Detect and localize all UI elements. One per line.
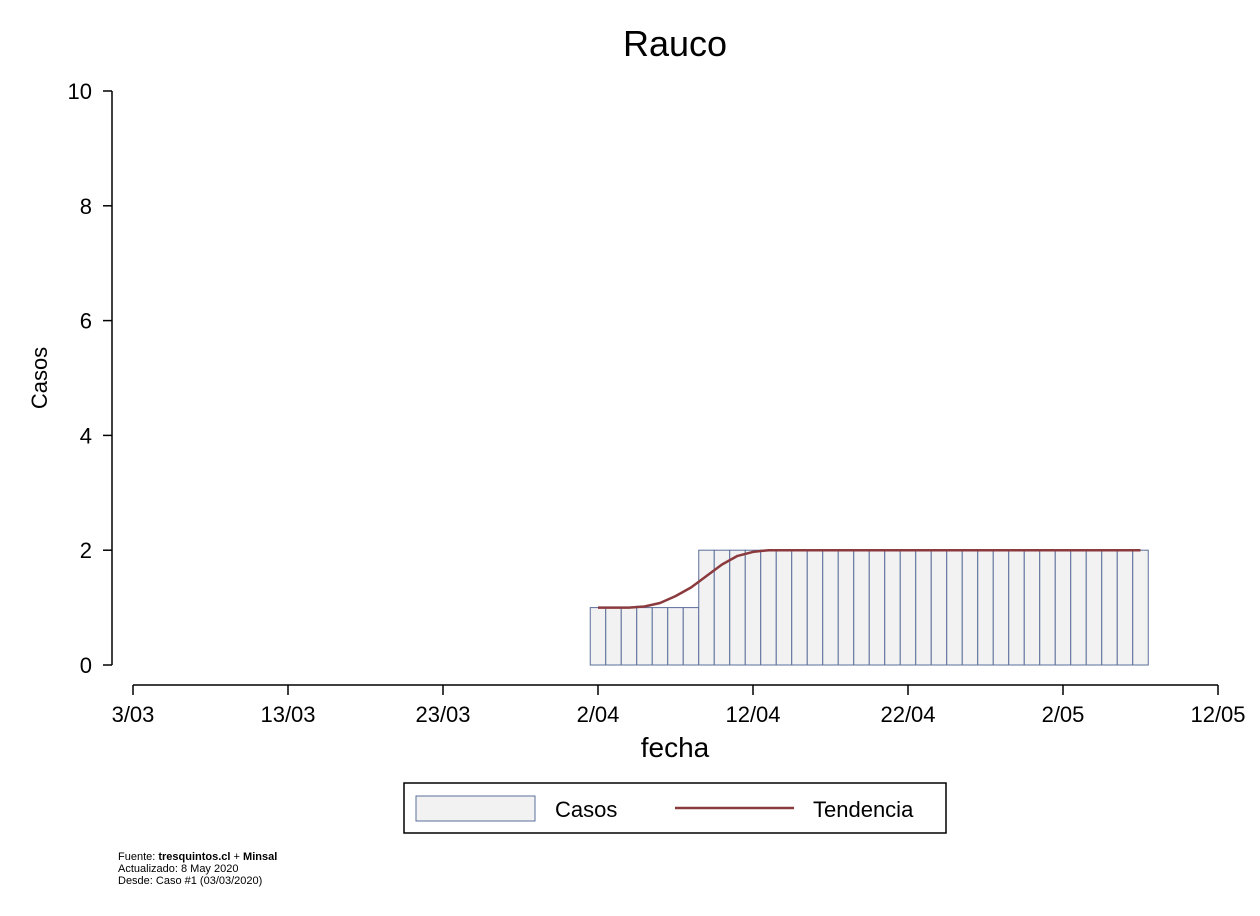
legend: Casos Tendencia	[403, 782, 947, 834]
updated-line: Actualizado: 8 May 2020	[118, 863, 239, 875]
bar	[899, 549, 917, 666]
y-tick-label: 0	[80, 653, 92, 678]
bar	[698, 549, 715, 666]
bar	[806, 549, 824, 666]
source-line: Fuente: tresquintos.cl + Minsal	[118, 851, 277, 863]
bar	[620, 607, 638, 666]
bar	[822, 549, 839, 666]
bar	[1132, 549, 1149, 666]
bar	[682, 607, 700, 666]
x-tick-label: 2/05	[1042, 702, 1085, 727]
bar	[775, 549, 793, 666]
y-axis: 0 2 4 6 8 10	[68, 79, 113, 678]
bar	[837, 549, 855, 666]
bar	[1039, 549, 1056, 666]
bar	[605, 607, 622, 666]
y-tick-label: 8	[80, 194, 92, 219]
bar	[1070, 549, 1087, 666]
bar	[589, 607, 607, 666]
x-tick-label: 12/04	[725, 702, 780, 727]
x-tick-label: 2/04	[577, 702, 620, 727]
y-axis-label: Casos	[27, 347, 52, 409]
bar	[868, 549, 886, 666]
x-tick-label: 12/05	[1190, 702, 1245, 727]
bar	[946, 549, 963, 666]
x-tick-label: 13/03	[260, 702, 315, 727]
chart-title: Rauco	[623, 23, 727, 64]
y-tick-label: 4	[80, 423, 92, 448]
bar	[1054, 549, 1072, 666]
x-tick-label: 22/04	[880, 702, 935, 727]
trend-line	[598, 548, 1141, 609]
x-axis: 3/03 13/03 23/03 2/04 12/04 22/04 2/05 12/05	[112, 684, 1246, 727]
source-note: Fuente: tresquintos.cl + Minsal Actualiz…	[118, 851, 277, 887]
x-tick-label: 23/03	[415, 702, 470, 727]
bar	[961, 549, 979, 666]
y-tick-label: 6	[80, 309, 92, 334]
bar	[791, 549, 808, 666]
y-tick-label: 2	[80, 538, 92, 563]
legend-bar-swatch	[415, 795, 536, 822]
bar	[636, 607, 653, 666]
bar	[1101, 549, 1118, 666]
bar	[744, 549, 762, 666]
source-prefix: Fuente:	[118, 851, 159, 863]
bar	[760, 549, 777, 666]
legend-bar-label: Casos	[555, 797, 617, 822]
bar	[1008, 549, 1025, 666]
source-org: Minsal	[243, 851, 278, 863]
bar	[667, 607, 684, 666]
bar	[977, 549, 994, 666]
x-axis-label: fecha	[641, 732, 710, 763]
x-tick-label: 3/03	[112, 702, 155, 727]
bar	[1085, 549, 1103, 666]
since-line: Desde: Caso #1 (03/03/2020)	[118, 875, 263, 887]
bar-series	[589, 549, 1149, 666]
bar	[853, 549, 870, 666]
bar	[992, 549, 1010, 666]
legend-line-label: Tendencia	[813, 797, 914, 822]
bar	[930, 549, 948, 666]
bar	[729, 549, 746, 666]
bar	[1116, 549, 1134, 666]
source-site: tresquintos.cl	[158, 851, 231, 863]
bar	[1023, 549, 1041, 666]
trend-series	[598, 548, 1141, 609]
bar	[651, 607, 669, 666]
bar	[884, 549, 901, 666]
bar	[915, 549, 932, 666]
source-join: +	[230, 851, 244, 863]
y-tick-label: 10	[68, 79, 92, 104]
